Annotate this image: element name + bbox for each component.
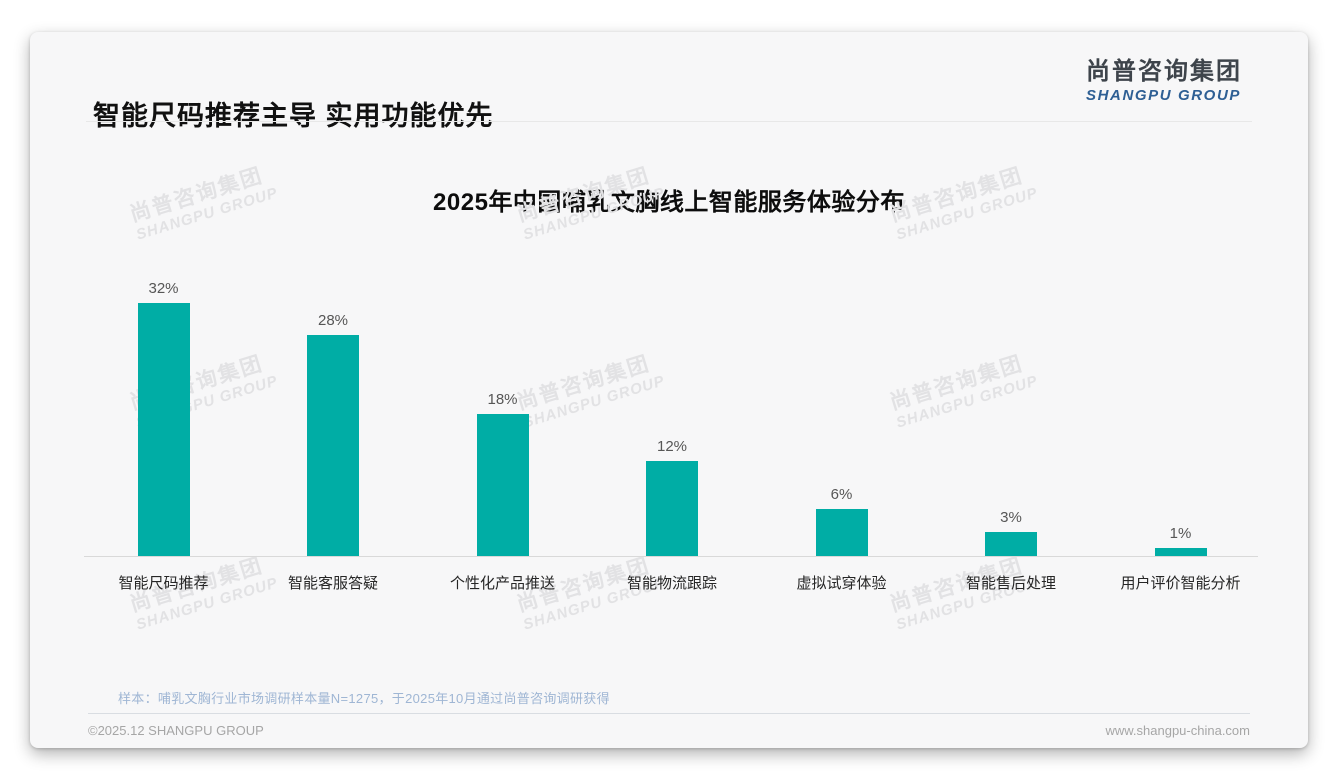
- website-url: www.shangpu-china.com: [1105, 723, 1250, 738]
- bar-category-label: 个性化产品推送: [449, 575, 555, 592]
- sample-footnote: 样本：哺乳文胸行业市场调研样本量N=1275，于2025年10月通过尚普咨询调研…: [118, 691, 610, 706]
- bar: [137, 303, 190, 556]
- x-axis-line: [84, 556, 1258, 557]
- bar: [1154, 548, 1207, 556]
- bar: [476, 414, 529, 556]
- bar-value-label: 12%: [656, 438, 688, 455]
- bar-value-label: 18%: [487, 391, 518, 408]
- bar-value-label: 32%: [148, 280, 179, 297]
- bar-category-label: 智能尺码推荐: [118, 575, 209, 592]
- bar-value-label: 3%: [1000, 509, 1022, 526]
- slide-card: 尚普咨询集团 SHANGPU GROUP 尚普咨询集团 SHANGPU GROUP 尚普…: [30, 32, 1308, 748]
- footer-divider: [88, 713, 1250, 714]
- logo-english-name: SHANGPU GROUP: [1086, 86, 1241, 104]
- bar: [307, 335, 359, 556]
- bar: [985, 532, 1037, 556]
- copyright-text: ©2025.12 SHANGPU GROUP: [88, 723, 264, 738]
- page-title: 智能尺码推荐主导 实用功能优先: [93, 101, 494, 131]
- header-divider: [86, 121, 1252, 122]
- bar-category-label: 虚拟试穿体验: [796, 575, 887, 592]
- logo-chinese-name: 尚普咨询集团: [1086, 58, 1242, 85]
- bar-category-label: 智能客服答疑: [287, 575, 378, 592]
- chart-title: 2025年中国哺乳文胸线上智能服务体验分布: [433, 189, 905, 216]
- bar-category-label: 智能售后处理: [965, 575, 1056, 592]
- bar-category-label: 智能物流跟踪: [626, 575, 717, 592]
- company-logo: 尚普咨询集团 SHANGPU GROUP: [1086, 58, 1242, 104]
- bar-chart: 2025年中国哺乳文胸线上智能服务体验分布 32% 智能尺码推荐 28% 智能客服答疑…: [30, 32, 1308, 748]
- bar-category-label: 用户评价智能分析: [1120, 575, 1241, 592]
- bar: [815, 509, 868, 556]
- bar-value-label: 6%: [830, 486, 853, 503]
- bar: [646, 461, 698, 556]
- bar-value-label: 28%: [317, 312, 349, 329]
- bar-value-label: 1%: [1169, 525, 1192, 542]
